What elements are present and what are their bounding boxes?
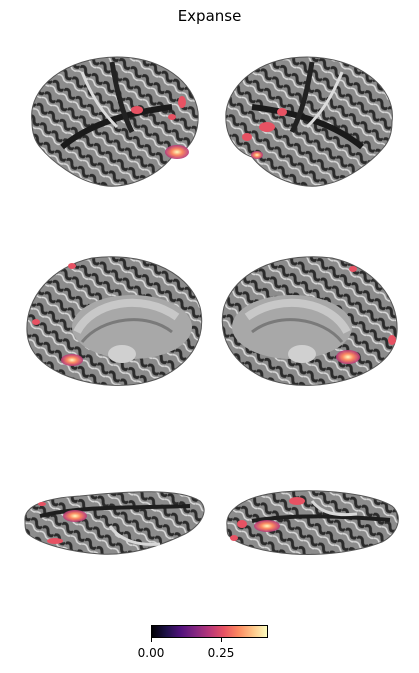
colorbar-tick-label-0: 0.00 xyxy=(137,646,165,660)
left-ventral-view xyxy=(24,491,205,555)
colorbar-tick-label-1: 0.25 xyxy=(207,646,235,660)
left-lateral-view xyxy=(31,56,199,187)
right-lateral-view xyxy=(225,56,393,187)
colorbar-tick-1 xyxy=(221,638,222,642)
right-ventral-view xyxy=(226,490,399,555)
right-medial-view xyxy=(221,256,398,386)
figure-title: Expanse xyxy=(177,7,242,25)
left-medial-view xyxy=(26,256,203,386)
colorbar xyxy=(151,625,268,638)
colorbar-tick-0 xyxy=(151,638,152,642)
